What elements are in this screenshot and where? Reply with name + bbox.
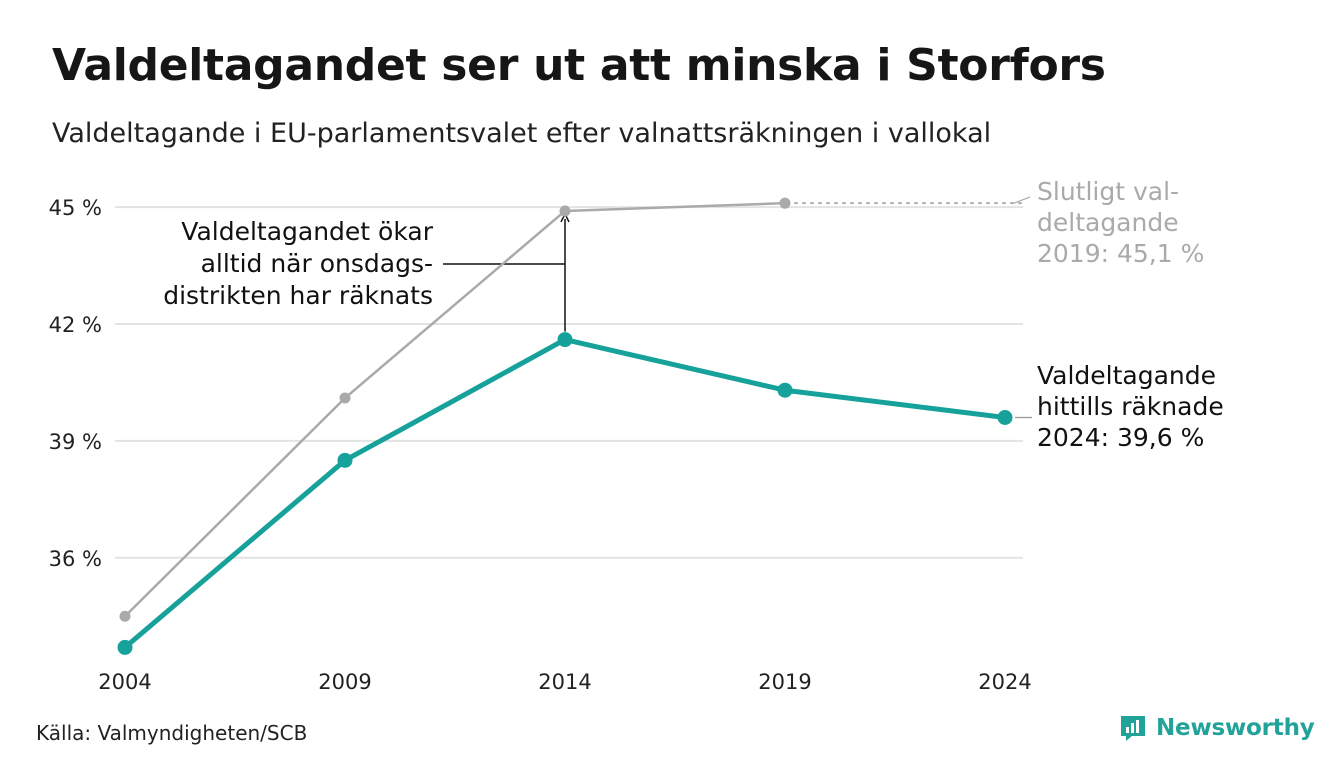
x-tick-label: 2024 [978, 670, 1031, 694]
current-series-label: hittills räknade [1037, 392, 1224, 421]
final-data-point [339, 392, 351, 404]
current-series-label: Valdeltagande [1037, 361, 1216, 390]
final-label-leader [1013, 196, 1031, 204]
x-tick-label: 2019 [758, 670, 811, 694]
increase-note-label: Valdeltagandet ökar [181, 217, 433, 246]
final-series-label: 2019: 45,1 % [1037, 239, 1204, 268]
final-series-line [124, 201, 786, 618]
y-tick-label: 39 % [49, 430, 102, 454]
final-data-point [779, 197, 791, 209]
current-series-label: 2024: 39,6 % [1037, 423, 1204, 452]
final-series-label: deltagande [1037, 208, 1179, 237]
final-data-point [559, 205, 571, 217]
increase-note-label: distrikten har räknats [163, 281, 433, 310]
newsworthy-logo: Newsworthy [1118, 713, 1315, 743]
x-tick-label: 2009 [318, 670, 371, 694]
y-tick-label: 42 % [49, 313, 102, 337]
y-tick-label: 45 % [49, 196, 102, 220]
x-axis-ticks: 2004 2009 2014 2019 2024 [98, 670, 1031, 694]
final-series-label: Slutligt val- [1037, 177, 1179, 206]
source-note: Källa: Valmyndigheten/SCB [36, 721, 308, 745]
chart-title: Valdeltagandet ser ut att minska i Storf… [52, 40, 1106, 91]
brand-name: Newsworthy [1156, 715, 1315, 741]
x-tick-label: 2004 [98, 670, 151, 694]
current-series-line [123, 337, 1006, 650]
current-data-point [997, 410, 1013, 425]
series [117, 197, 1013, 655]
current-data-point [557, 332, 573, 348]
current-data-point [777, 382, 793, 398]
annotations [443, 196, 1032, 419]
y-axis-ticks: 36 % 39 % 42 % 45 % [49, 196, 102, 571]
chart-subtitle: Valdeltagande i EU-parlamentsvalet efter… [52, 118, 992, 149]
chart-logo-icon [1121, 716, 1145, 741]
y-tick-label: 36 % [49, 547, 102, 571]
x-tick-label: 2014 [538, 670, 591, 694]
current-data-point [337, 452, 353, 468]
grid-lines [115, 206, 1023, 559]
final-data-point [119, 610, 131, 622]
current-data-point [117, 639, 133, 655]
increase-note-label: alltid när onsdags- [201, 249, 433, 278]
